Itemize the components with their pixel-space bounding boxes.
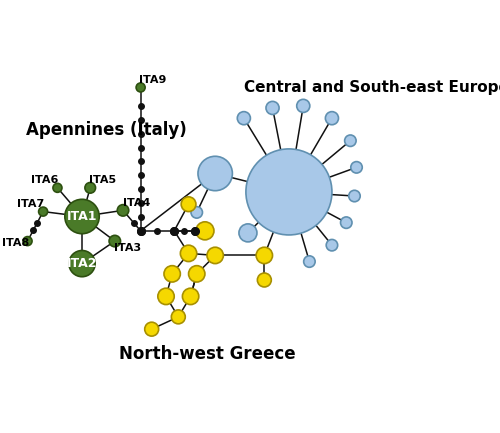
Circle shape [326,239,338,251]
Text: ITA7: ITA7 [17,199,44,209]
Circle shape [246,149,332,235]
Circle shape [304,256,315,267]
Circle shape [340,217,352,228]
Text: Central and South-east Europe: Central and South-east Europe [244,80,500,95]
Circle shape [118,205,128,216]
Circle shape [53,183,62,192]
Circle shape [238,112,250,125]
Circle shape [164,266,180,282]
Text: ITA1: ITA1 [67,210,98,223]
Circle shape [158,288,174,304]
Circle shape [344,135,356,146]
Circle shape [38,207,48,216]
Text: ITA2: ITA2 [67,257,98,270]
Text: ITA4: ITA4 [123,198,150,208]
Circle shape [266,101,279,114]
Circle shape [182,288,199,304]
Circle shape [85,182,96,193]
Circle shape [144,322,158,336]
Circle shape [180,245,196,262]
Text: ITA9: ITA9 [139,75,166,85]
Circle shape [326,112,338,125]
Circle shape [351,162,362,173]
Circle shape [196,222,214,240]
Text: Apennines (Italy): Apennines (Italy) [26,122,186,139]
Circle shape [23,236,32,246]
Circle shape [172,310,185,324]
Circle shape [136,83,145,92]
Circle shape [256,247,272,264]
Circle shape [348,190,360,202]
Circle shape [296,99,310,113]
Circle shape [239,224,257,242]
Circle shape [207,247,224,264]
Circle shape [65,199,99,234]
Circle shape [198,156,232,191]
Circle shape [191,207,202,218]
Circle shape [69,251,95,277]
Circle shape [258,273,272,287]
Text: ITA5: ITA5 [89,174,116,184]
Circle shape [109,236,120,247]
Text: North-west Greece: North-west Greece [118,345,296,363]
Text: ITA6: ITA6 [32,174,59,184]
Text: ITA3: ITA3 [114,243,140,253]
Circle shape [181,197,196,212]
Circle shape [188,266,205,282]
Text: ITA8: ITA8 [2,238,29,248]
